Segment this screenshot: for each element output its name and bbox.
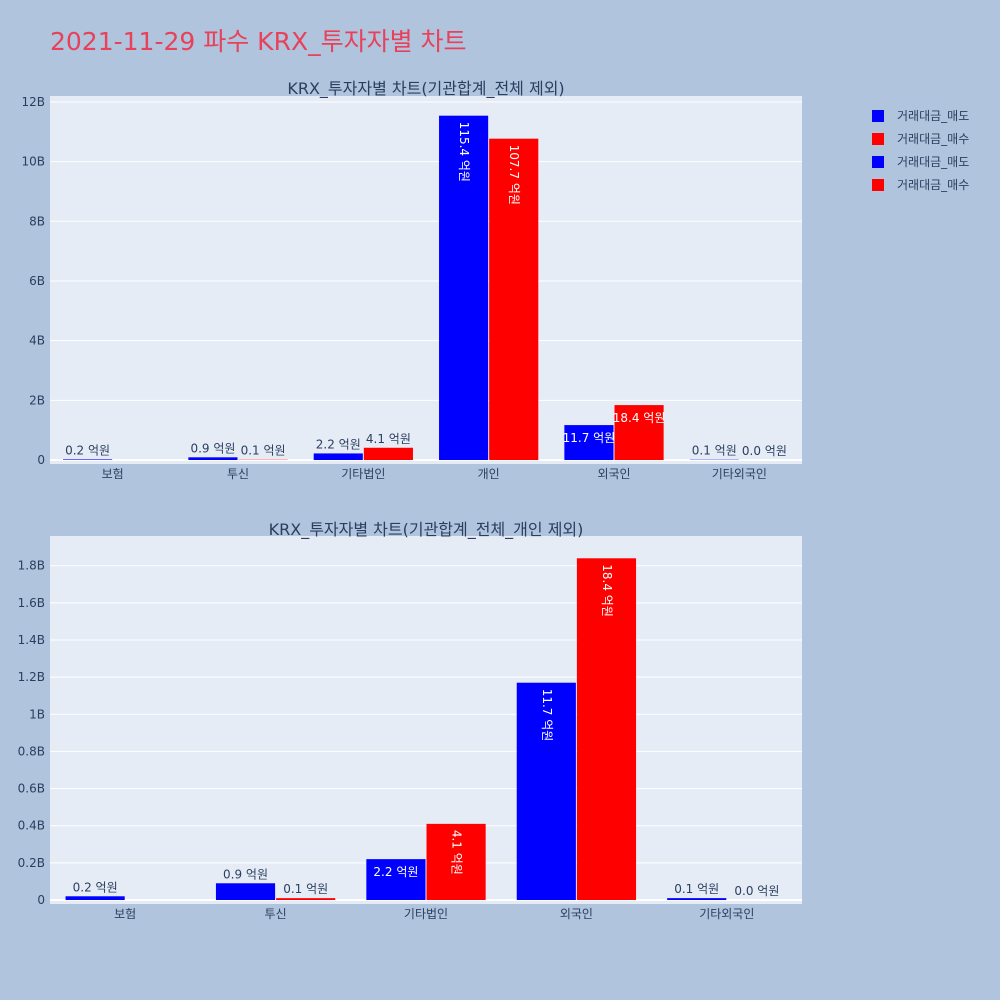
chart-title: KRX_투자자별 차트(기관합계_전체_개인 제외) <box>269 520 584 540</box>
data-label: 0.2 억원 <box>73 880 118 894</box>
bar <box>188 457 238 460</box>
data-label: 115.4 억원 <box>457 122 471 182</box>
x-tick-label: 기타외국인 <box>699 907 754 921</box>
legend-swatch <box>872 109 884 122</box>
data-label: 0.9 억원 <box>190 441 235 455</box>
bar <box>564 425 614 460</box>
x-tick-label: 기타법인 <box>341 467 385 481</box>
data-label: 0.1 억원 <box>241 444 286 458</box>
y-tick-label: 0 <box>37 893 45 907</box>
data-label: 11.7 억원 <box>540 689 554 742</box>
x-tick-label: 외국인 <box>560 907 593 921</box>
bar <box>667 898 727 900</box>
data-label: 18.4 억원 <box>613 411 666 425</box>
data-label: 107.7 억원 <box>507 145 521 205</box>
bar <box>489 138 539 460</box>
legend-swatch <box>872 178 884 191</box>
legend-item[interactable]: 거래대금_매도 <box>872 104 969 127</box>
data-label: 0.9 억원 <box>223 867 268 881</box>
bar <box>614 405 664 460</box>
legend-label: 거래대금_매도 <box>897 155 970 169</box>
chart-1: 0 2B 4B 6B 8B 10B 12B KRX_투자자별 차트(기관합계_전체 제외) 보험… <box>21 79 802 481</box>
legend-label: 거래대금_매수 <box>897 132 970 146</box>
data-label: 11.7 억원 <box>563 431 616 445</box>
y-tick-label: 2B <box>29 393 45 407</box>
legend-item[interactable]: 거래대금_매도 <box>872 150 969 173</box>
x-tick-label: 개인 <box>478 467 500 481</box>
bar <box>363 447 413 460</box>
bar <box>276 898 336 900</box>
legend-swatch <box>872 155 884 168</box>
y-tick-label: 1.2B <box>18 670 45 684</box>
chart-title: KRX_투자자별 차트(기관합계_전체 제외) <box>287 79 564 99</box>
legend-item[interactable]: 거래대금_매수 <box>872 173 969 196</box>
chart-2: 0 0.2B 0.4B 0.6B 0.8B 1B 1.2B 1.4B 1.6B 1.8B KRX_투… <box>18 520 802 921</box>
y-tick-label: 12B <box>21 95 45 109</box>
bar <box>65 896 125 900</box>
data-label: 0.2 억원 <box>65 443 110 457</box>
bar <box>366 859 426 900</box>
y-tick-label: 4B <box>29 334 45 348</box>
data-label: 4.1 억원 <box>450 830 464 875</box>
bar <box>426 823 486 900</box>
x-tick-label: 외국인 <box>597 467 630 481</box>
legend-label: 거래대금_매도 <box>897 109 970 123</box>
bar <box>516 682 576 900</box>
data-label: 0.1 억원 <box>283 882 328 896</box>
x-tick-label: 보험 <box>102 467 124 481</box>
x-tick-label: 투신 <box>227 467 249 481</box>
y-tick-label: 6B <box>29 274 45 288</box>
plot-area <box>50 96 802 464</box>
y-tick-label: 1.8B <box>18 559 45 573</box>
bar <box>439 115 489 460</box>
page-title: 2021-11-29 파수 KRX_투자자별 차트 <box>50 27 467 56</box>
plot-area <box>50 536 802 904</box>
y-tick-label: 0.6B <box>18 782 45 796</box>
data-label: 18.4 억원 <box>600 564 614 617</box>
data-label: 0.1 억원 <box>674 882 719 896</box>
y-tick-label: 1.6B <box>18 596 45 610</box>
y-tick-label: 1.4B <box>18 633 45 647</box>
y-tick-label: 10B <box>21 155 45 169</box>
legend-swatch <box>872 132 884 145</box>
data-label: 0.0 억원 <box>742 444 787 458</box>
y-tick-label: 1B <box>29 707 45 721</box>
data-label: 2.2 억원 <box>316 437 361 451</box>
x-tick-label: 기타외국인 <box>712 467 767 481</box>
y-tick-label: 0.2B <box>18 856 45 870</box>
bar <box>63 459 113 460</box>
x-tick-label: 보험 <box>114 907 136 921</box>
x-tick-label: 기타법인 <box>404 907 448 921</box>
y-tick-label: 0 <box>37 453 45 467</box>
bar <box>576 558 637 900</box>
legend-label: 거래대금_매수 <box>897 178 970 192</box>
data-label: 0.0 억원 <box>734 884 779 898</box>
legend-item[interactable]: 거래대금_매수 <box>872 127 969 150</box>
bar <box>313 453 363 460</box>
y-tick-label: 8B <box>29 214 45 228</box>
data-label: 0.1 억원 <box>692 444 737 458</box>
y-tick-label: 0.8B <box>18 744 45 758</box>
data-label: 4.1 억원 <box>366 432 411 446</box>
y-tick-label: 0.4B <box>18 819 45 833</box>
x-tick-label: 투신 <box>265 907 287 921</box>
legend: 거래대금_매도 거래대금_매수 거래대금_매도 거래대금_매수 <box>872 104 969 196</box>
data-label: 2.2 억원 <box>373 865 418 879</box>
bar <box>215 883 276 900</box>
